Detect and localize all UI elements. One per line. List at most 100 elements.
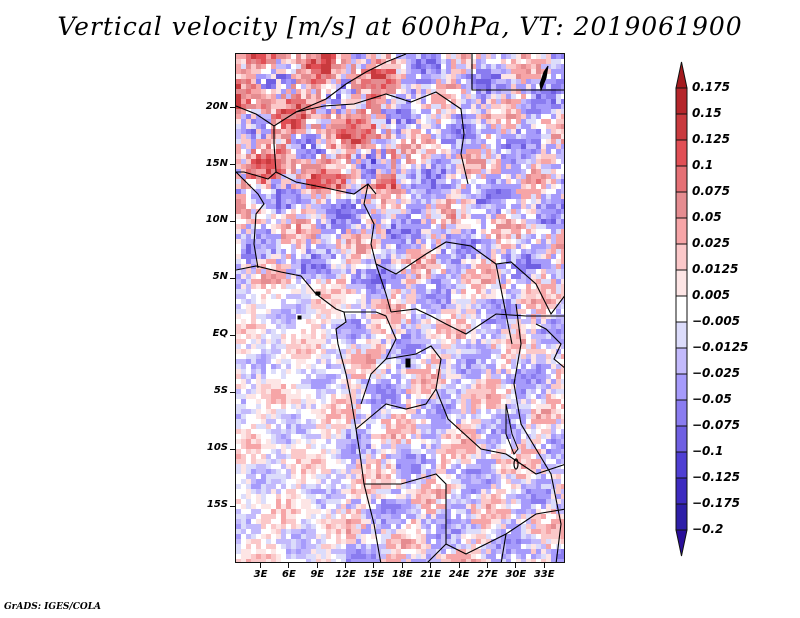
colorbar-swatch (675, 243, 688, 271)
colorbar-swatch (675, 139, 688, 167)
lat-tick (230, 220, 235, 222)
colorbar-label: −0.005 (692, 314, 741, 328)
border-line (236, 126, 277, 180)
lat-tick (230, 334, 235, 336)
colorbar-swatch (675, 477, 688, 505)
colorbar-swatch (675, 503, 688, 531)
lon-tick (288, 563, 290, 568)
lon-tick-label: 6E (281, 569, 296, 580)
colorbar-label: 0.175 (692, 80, 730, 94)
colorbar-bottom-arrow (675, 529, 688, 557)
colorbar-swatch (675, 217, 688, 245)
colorbar-swatch (675, 295, 688, 323)
colorbar-swatch (675, 425, 688, 453)
lon-tick-label: 24E (448, 569, 470, 580)
lake-shape (315, 291, 321, 296)
lon-tick-label: 15E (363, 569, 385, 580)
border-line (513, 303, 562, 562)
lat-tick-label: 15N (205, 157, 228, 169)
colorbar-label: 0.0125 (692, 262, 739, 276)
lake-shape (539, 65, 549, 92)
lon-tick (515, 563, 517, 568)
lat-tick-label: 10S (206, 442, 228, 454)
border-line (535, 323, 564, 369)
lon-tick-label: 33E (533, 569, 555, 580)
colorbar-label: 0.05 (692, 210, 722, 224)
border-line (335, 311, 382, 562)
border-line (495, 263, 513, 345)
border-line (427, 543, 447, 562)
chart-title: Vertical velocity [m/s] at 600hPa, VT: 2… (57, 12, 743, 41)
colorbar-swatch (675, 321, 688, 349)
colorbar-label: −0.125 (692, 470, 741, 484)
border-line (385, 345, 564, 475)
border-line (236, 54, 407, 127)
border-line (236, 171, 265, 269)
colorbar-label: −0.025 (692, 366, 741, 380)
lat-tick-label: 15S (206, 499, 228, 511)
border-line (364, 473, 564, 555)
lat-tick-label: EQ (212, 328, 228, 340)
border-line (344, 311, 397, 405)
lon-tick (373, 563, 375, 568)
colorbar-swatch (675, 87, 688, 115)
lon-tick-label: 18E (391, 569, 413, 580)
lat-tick-label: 5N (212, 271, 228, 283)
colorbar-label: 0.125 (692, 132, 730, 146)
border-line (390, 308, 564, 335)
colorbar-label: −0.175 (692, 496, 741, 510)
colorbar-top-arrow (675, 61, 688, 89)
colorbar-swatch (675, 347, 688, 375)
colorbar-label: 0.025 (692, 236, 730, 250)
lon-tick-label: 9E (310, 569, 325, 580)
country-borders (236, 54, 564, 562)
colorbar-label: −0.05 (692, 392, 732, 406)
map-plot-area (235, 53, 565, 563)
colorbar-label: 0.15 (692, 106, 722, 120)
velocity-field (236, 54, 564, 562)
lat-tick (230, 391, 235, 393)
lon-tick (430, 563, 432, 568)
lake-shape (505, 403, 519, 455)
lat-tick (230, 164, 235, 166)
border-line (471, 54, 564, 91)
colorbar-label: 0.005 (692, 288, 730, 302)
border-line (275, 171, 377, 195)
lon-tick (260, 563, 262, 568)
lat-tick-label: 10N (205, 214, 228, 226)
border-line (500, 533, 507, 562)
lon-tick-label: 30E (505, 569, 527, 580)
colorbar-label: 0.075 (692, 184, 730, 198)
border-line (295, 91, 469, 185)
colorbar-label: 0.1 (692, 158, 714, 172)
lon-tick (345, 563, 347, 568)
lon-tick (543, 563, 545, 568)
lat-tick (230, 107, 235, 109)
lon-tick-label: 12E (335, 569, 356, 580)
lon-tick-label: 27E (477, 569, 498, 580)
lon-tick (316, 563, 318, 568)
lake-shape (513, 458, 519, 470)
lat-tick (230, 505, 235, 507)
lon-tick (401, 563, 403, 568)
colorbar-swatch (675, 451, 688, 479)
lat-tick-label: 20N (205, 100, 228, 112)
grads-credit: GrADS: IGES/COLA (4, 602, 102, 612)
colorbar-label: −0.075 (692, 418, 741, 432)
field-cells (236, 54, 564, 562)
colorbar-label: −0.1 (692, 444, 724, 458)
lon-tick-label: 3E (253, 569, 268, 580)
colorbar-swatch (675, 373, 688, 401)
colorbar-label: −0.2 (692, 522, 724, 536)
colorbar-swatch (675, 165, 688, 193)
border-line (363, 183, 392, 313)
lat-tick (230, 277, 235, 279)
lake-shape (297, 315, 302, 320)
lon-tick-label: 21E (420, 569, 442, 580)
colorbar-swatch (675, 113, 688, 141)
lat-tick-label: 5S (213, 385, 228, 397)
colorbar-swatch (675, 399, 688, 427)
colorbar-swatch (675, 269, 688, 297)
colorbar-label: −0.0125 (692, 340, 749, 354)
border-line (236, 265, 345, 313)
